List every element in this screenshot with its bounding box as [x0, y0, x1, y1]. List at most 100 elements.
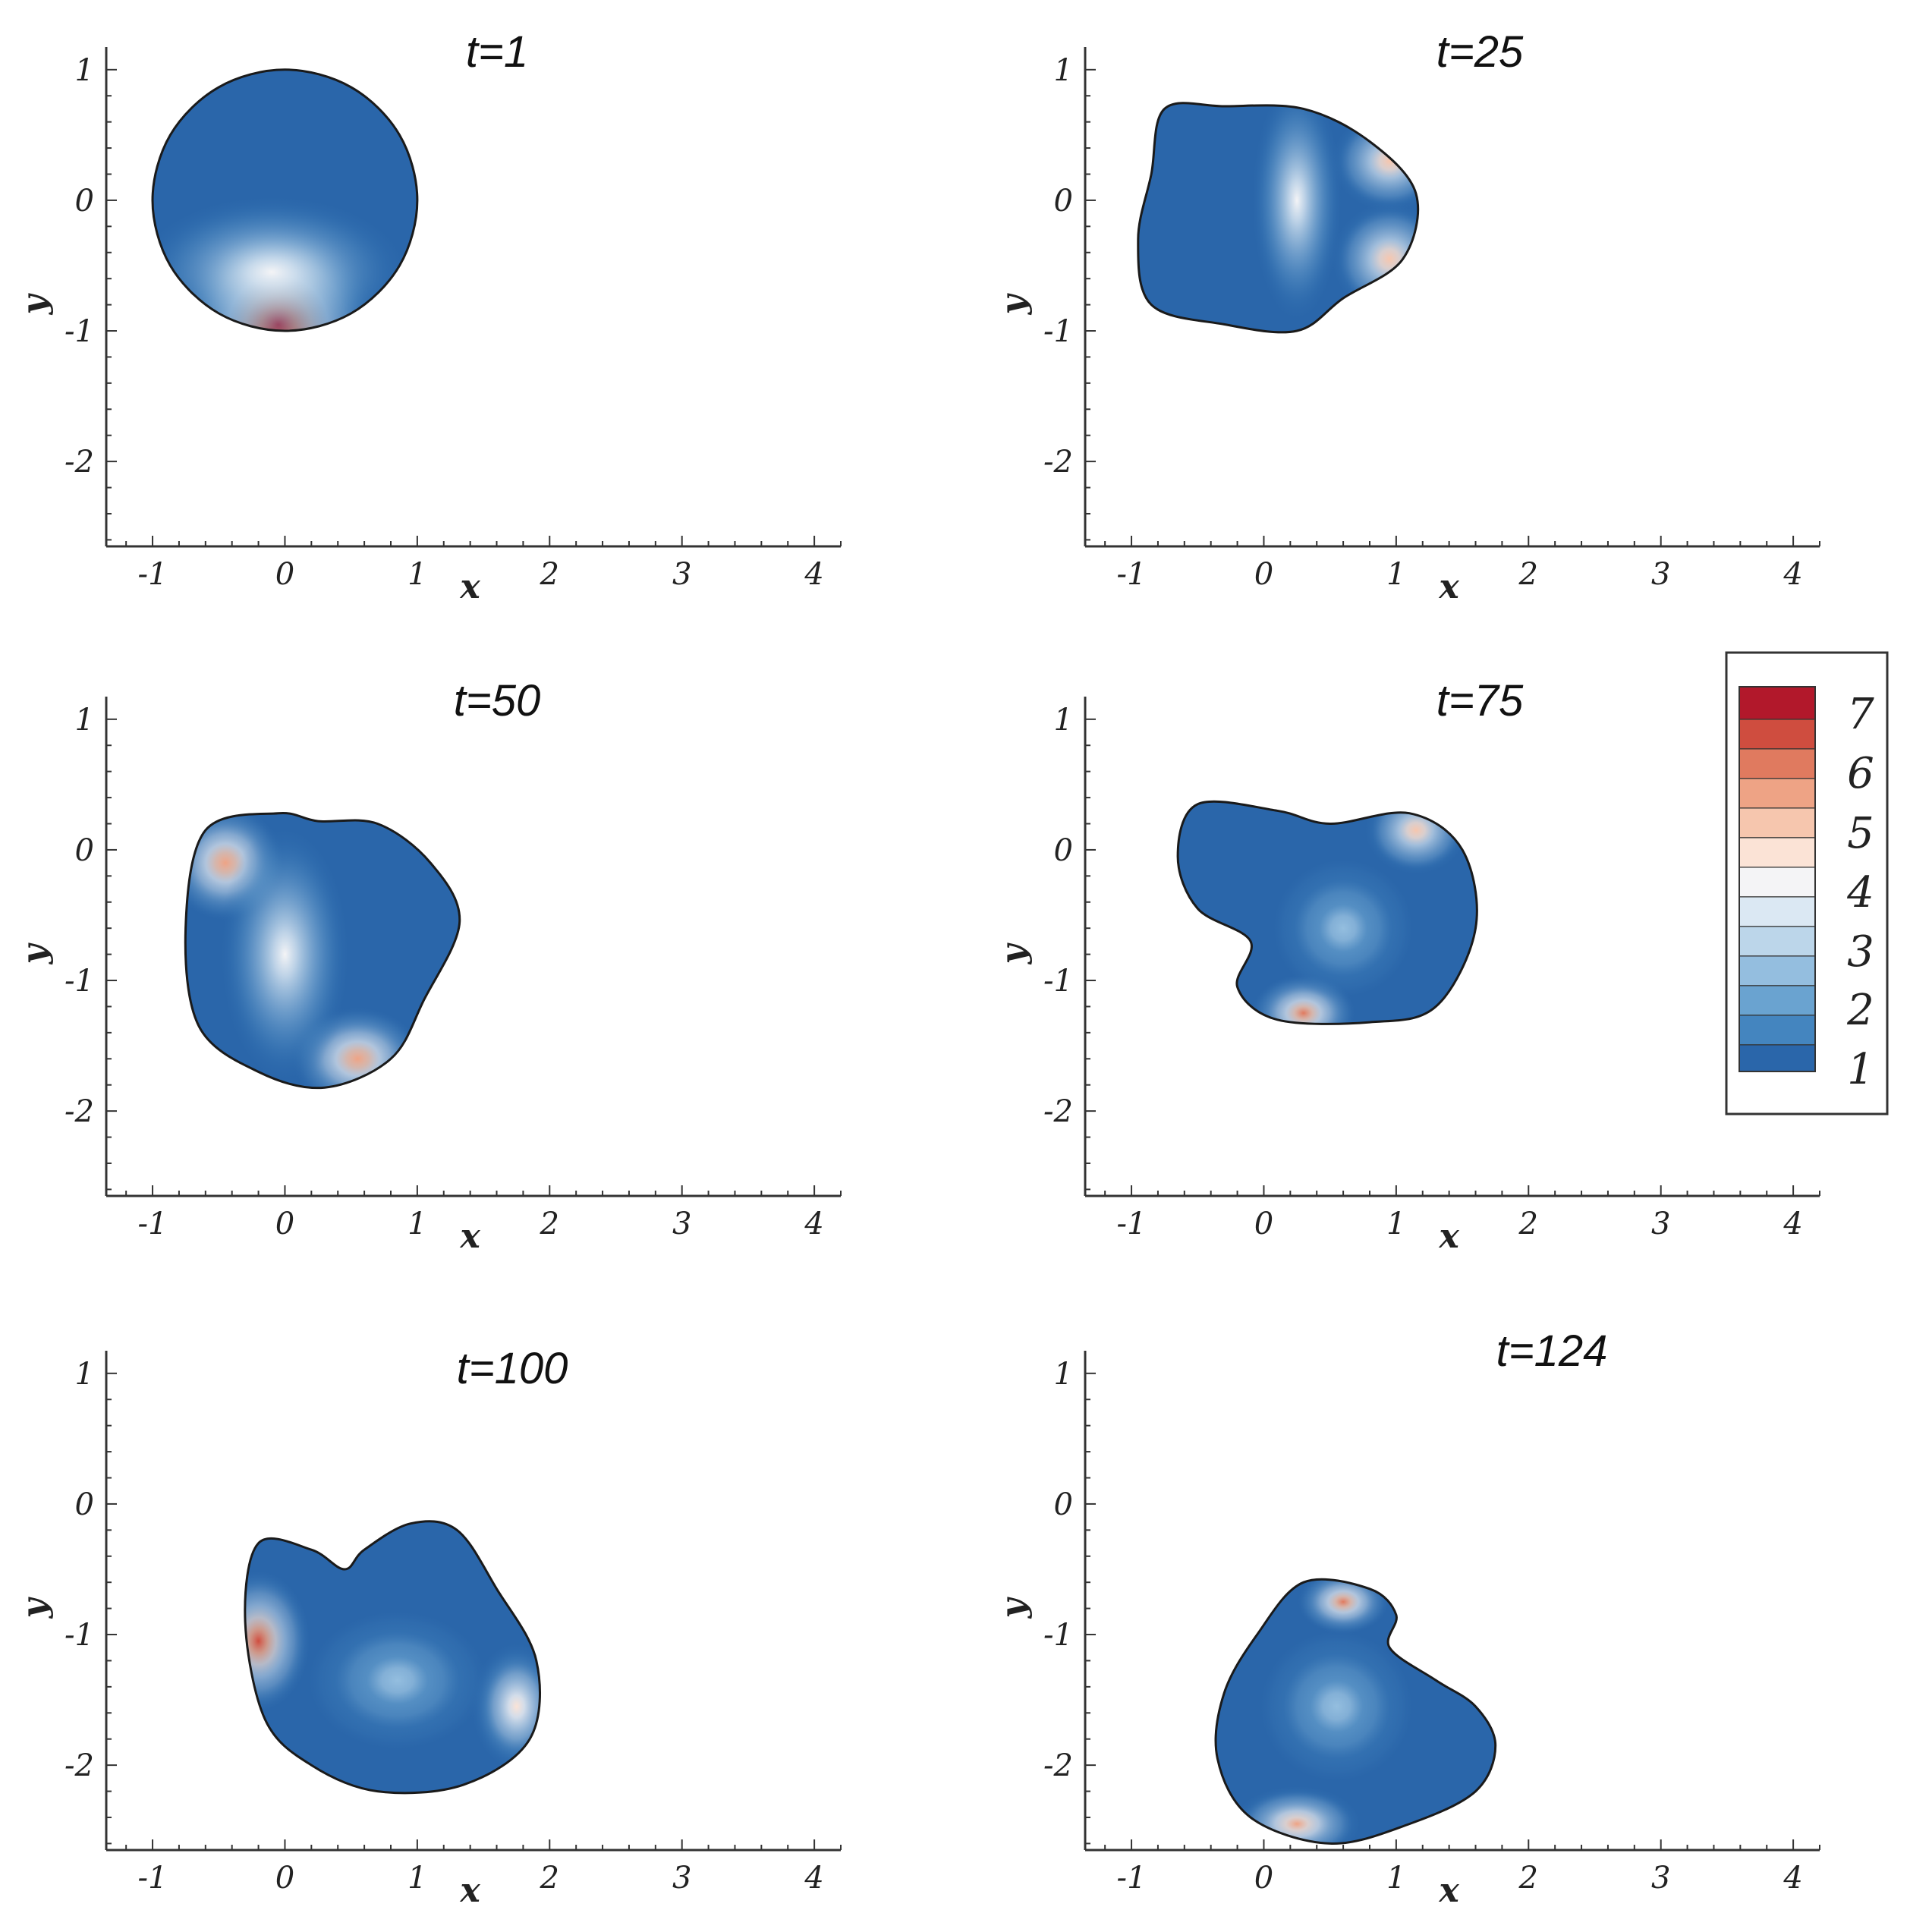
x-tick-label: 1	[1386, 1861, 1405, 1896]
panel-title: t=1	[466, 27, 528, 77]
x-tick-label: 3	[672, 557, 691, 592]
y-tick-label: 1	[1054, 1357, 1073, 1392]
panel-title: t=124	[1496, 1326, 1608, 1376]
y-axis-label: y	[994, 292, 1033, 315]
x-axis-label: x	[460, 1871, 481, 1910]
x-tick-label: 2	[1518, 1207, 1538, 1241]
colorbar-label-4: 4	[1846, 868, 1874, 917]
colorbar-bands	[1739, 686, 1816, 1072]
panel-title: t=50	[454, 676, 541, 725]
x-tick-label: 2	[540, 1207, 559, 1241]
contour-field	[244, 1521, 540, 1793]
x-tick-label: 1	[1386, 557, 1405, 592]
x-tick-label: 1	[407, 557, 426, 592]
colorbar-label-5: 5	[1847, 809, 1874, 858]
x-tick-label: 1	[407, 1861, 426, 1896]
interface-outline	[1137, 102, 1420, 334]
panel-title: t=25	[1436, 27, 1524, 77]
x-tick-label: 2	[540, 557, 559, 592]
contour-hotspot	[1257, 1628, 1417, 1785]
y-tick-label: 1	[75, 53, 94, 88]
x-tick-label: 4	[804, 1861, 823, 1896]
x-tick-label: 4	[1783, 557, 1802, 592]
plot-area: -1 0 1 2 3 4 1 0 -1 -2 x y	[15, 1351, 842, 1910]
y-tick-label: 0	[1054, 1487, 1073, 1522]
y-tick-label: 1	[1054, 703, 1073, 738]
contour-hotspot	[304, 1608, 490, 1752]
x-tick-label: 3	[1651, 1207, 1670, 1241]
y-tick-label: 1	[75, 1357, 94, 1392]
x-tick-label: -1	[1117, 1207, 1147, 1241]
colorbar-band	[1739, 807, 1816, 839]
panel-title: t=100	[457, 1344, 568, 1393]
y-tick-label: -2	[65, 1094, 94, 1129]
x-axis-label: x	[1439, 568, 1460, 606]
x-tick-label: -1	[1117, 557, 1147, 592]
x-tick-label: 4	[1783, 1861, 1802, 1896]
colorbar-band	[1739, 719, 1816, 750]
x-tick-label: 1	[1386, 1207, 1405, 1241]
y-tick-label: 0	[1054, 184, 1073, 219]
x-tick-label: 0	[1254, 557, 1273, 592]
x-axis-label: x	[460, 568, 481, 606]
y-axis-label: y	[994, 1596, 1033, 1619]
x-tick-label: 0	[275, 557, 294, 592]
colorbar-band	[1739, 748, 1816, 779]
y-tick-label: 1	[1054, 53, 1073, 88]
colorbar-band	[1739, 1044, 1816, 1072]
x-tick-label: 3	[672, 1207, 691, 1241]
y-tick-label: 0	[75, 1487, 94, 1522]
y-tick-label: -1	[1043, 964, 1073, 999]
x-tick-label: 4	[1783, 1207, 1802, 1241]
x-tick-label: 2	[1518, 1861, 1538, 1896]
colorbar-band	[1739, 867, 1816, 898]
x-axis-label: x	[1439, 1871, 1460, 1910]
y-tick-label: -2	[1043, 1748, 1073, 1783]
y-tick-label: -1	[1043, 1618, 1073, 1653]
y-tick-label: 0	[75, 833, 94, 868]
x-tick-label: -1	[138, 557, 168, 592]
interface-outline	[244, 1520, 541, 1795]
x-tick-label: -1	[1117, 1861, 1147, 1896]
y-axis-label: y	[15, 292, 54, 315]
x-tick-label: -1	[138, 1207, 168, 1241]
colorbar-label-2: 2	[1846, 986, 1874, 1035]
y-tick-label: -1	[65, 314, 94, 349]
interface-outline	[1176, 800, 1478, 1025]
contour-hotspot	[1270, 856, 1417, 1000]
colorbar-band	[1739, 778, 1816, 809]
x-tick-label: -1	[138, 1861, 168, 1896]
x-tick-label: 2	[540, 1861, 559, 1896]
colorbar-label-6: 6	[1847, 749, 1874, 798]
x-tick-label: 3	[1651, 1861, 1670, 1896]
colorbar-band	[1739, 1015, 1816, 1046]
colorbar-band	[1739, 896, 1816, 927]
x-tick-label: 3	[1651, 557, 1670, 592]
panel-t75: t=75 -1 0 1 2 3 4 1 0 -1 -2 x y	[994, 676, 1820, 1256]
contour-hotspot	[219, 823, 351, 1085]
plot-area: -1 0 1 2 3 4 1 0 -1 -2 x y	[994, 47, 1820, 606]
x-axis-label: x	[460, 1217, 481, 1256]
plot-area: -1 0 1 2 3 4 1 0 -1 -2 x y	[994, 697, 1820, 1256]
y-axis-label: y	[15, 942, 54, 964]
y-tick-label: 1	[75, 703, 94, 738]
colorbar: 7 6 5 4 3 2 1	[1725, 651, 1889, 1115]
y-tick-label: -2	[1043, 1094, 1073, 1129]
contour-field	[1178, 801, 1477, 1024]
x-tick-label: 0	[1254, 1207, 1273, 1241]
interface-outline	[151, 68, 419, 332]
colorbar-band	[1739, 955, 1816, 986]
colorbar-label-3: 3	[1847, 927, 1874, 977]
y-tick-label: -2	[65, 1748, 94, 1783]
y-axis-label: y	[994, 942, 1033, 964]
y-tick-label: -1	[1043, 314, 1073, 349]
contour-hotspot	[244, 1569, 312, 1713]
y-tick-label: -1	[65, 964, 94, 999]
interface-outline	[1214, 1578, 1497, 1845]
x-tick-label: 4	[804, 557, 823, 592]
y-axis-label: y	[15, 1596, 54, 1619]
x-tick-label: 0	[275, 1207, 294, 1241]
colorbar-band	[1739, 686, 1816, 720]
y-tick-label: 0	[1054, 833, 1073, 868]
panel-title: t=75	[1436, 676, 1524, 725]
